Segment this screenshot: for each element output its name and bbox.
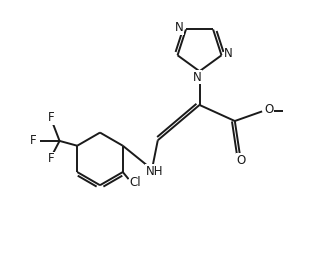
Text: N: N [224, 47, 233, 60]
Text: F: F [48, 111, 55, 124]
Text: NH: NH [146, 165, 163, 178]
Text: F: F [48, 152, 55, 165]
Text: N: N [175, 21, 183, 34]
Text: O: O [265, 103, 274, 116]
Text: Cl: Cl [130, 176, 141, 189]
Text: F: F [30, 134, 37, 147]
Text: O: O [237, 154, 246, 167]
Text: N: N [193, 70, 201, 83]
